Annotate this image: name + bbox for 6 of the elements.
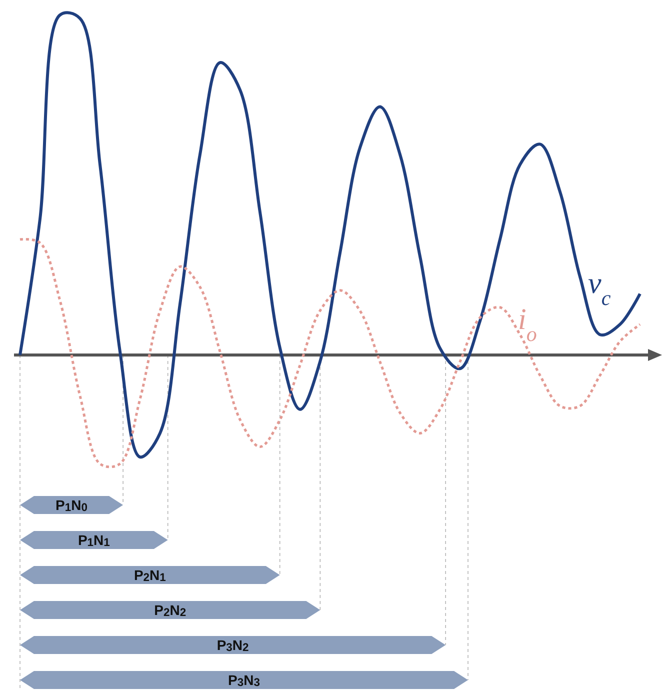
- bar: [20, 601, 320, 619]
- bar: [20, 671, 468, 689]
- bar: [20, 636, 446, 654]
- bar: [20, 566, 280, 584]
- series-label: v$_{c}$: [588, 267, 612, 310]
- series-label: i$_{o}$: [518, 303, 537, 346]
